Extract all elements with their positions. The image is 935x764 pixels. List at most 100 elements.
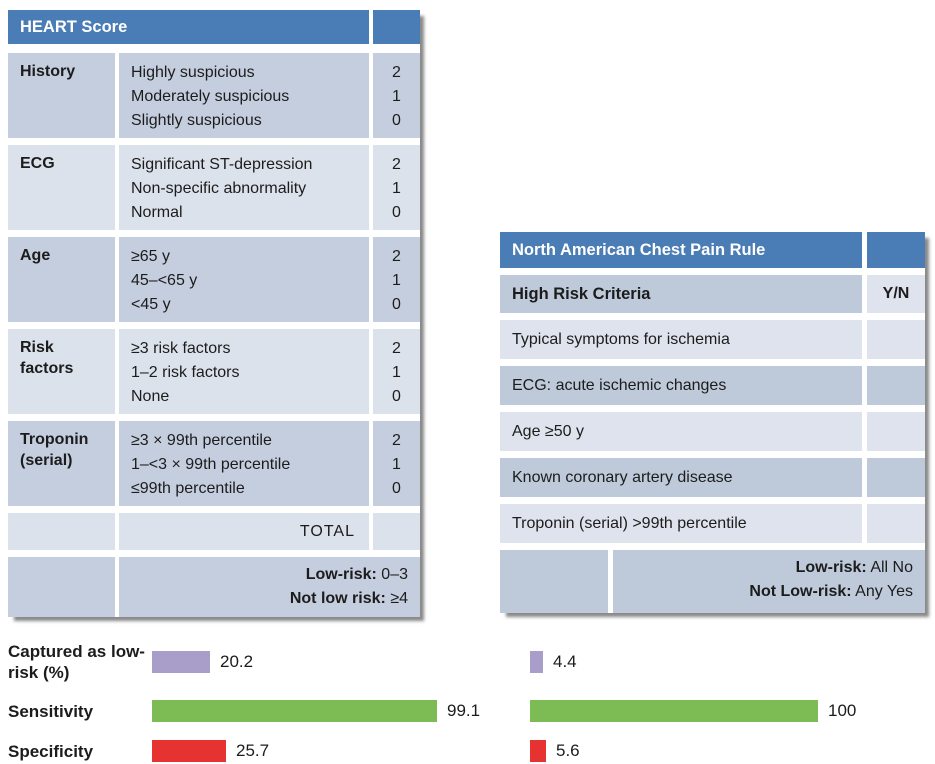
heart-category-label: ECG xyxy=(8,145,115,230)
heart-scores-cell: 2 1 0 xyxy=(373,145,420,230)
nacpr-captured-bar xyxy=(530,651,543,673)
metric-label-sensitivity: Sensitivity xyxy=(8,701,94,721)
metric-row-sensitivity: Sensitivity 99.1 100 xyxy=(0,694,935,728)
heart-scores-cell: 2 1 0 xyxy=(373,237,420,322)
heart-score: 0 xyxy=(392,296,401,313)
heart-row-troponin: Troponin (serial) ≥3 × 99th percentile 1… xyxy=(8,421,420,506)
heart-options-cell: ≥3 × 99th percentile 1–<3 × 99th percent… xyxy=(119,421,369,506)
nacpr-criterion: ECG: acute ischemic changes xyxy=(500,366,862,405)
heart-options-cell: ≥3 risk factors 1–2 risk factors None xyxy=(119,329,369,414)
heart-not-low-risk-value: ≥4 xyxy=(390,590,408,607)
nacpr-not-low-risk-value: Any Yes xyxy=(855,583,913,600)
heart-captured-bar xyxy=(152,651,210,673)
heart-specificity-slot: 25.7 xyxy=(152,740,530,762)
nacpr-yn-column-header-blue xyxy=(867,232,925,268)
heart-option: Highly suspicious xyxy=(131,64,255,81)
nacpr-criterion: Known coronary artery disease xyxy=(500,458,862,497)
nacpr-low-risk-value: All No xyxy=(870,559,913,576)
heart-table-header: HEART Score xyxy=(8,10,420,44)
nacpr-footer-spacer xyxy=(500,550,608,613)
heart-sensitivity-value: 99.1 xyxy=(447,701,481,720)
metric-row-captured: Captured as low-risk (%) 20.2 4.4 xyxy=(0,638,935,686)
nacpr-criterion: Typical symptoms for ischemia xyxy=(500,320,862,359)
heart-option: ≥65 y xyxy=(131,248,171,265)
nacpr-sensitivity-slot: 100 xyxy=(530,700,856,722)
nacpr-low-risk-label: Low-risk: xyxy=(795,559,867,576)
nacpr-yn-cell xyxy=(867,320,925,359)
nacpr-yn-cell xyxy=(867,504,925,543)
nacpr-criterion: Age ≥50 y xyxy=(500,412,862,451)
nacpr-row-symptoms: Typical symptoms for ischemia xyxy=(500,320,925,359)
heart-category-label: History xyxy=(8,53,115,138)
heart-total-row: TOTAL xyxy=(8,513,420,550)
nacpr-criteria-header: High Risk Criteria xyxy=(500,275,862,313)
nacpr-yn-cell xyxy=(867,458,925,497)
heart-score-column-header xyxy=(373,10,420,44)
heart-option: 45–<65 y xyxy=(131,272,198,289)
heart-option: None xyxy=(131,388,170,405)
nacpr-sensitivity-value: 100 xyxy=(828,701,857,720)
nacpr-row-cad: Known coronary artery disease xyxy=(500,458,925,497)
heart-low-risk-line: Low-risk: 0–3 xyxy=(119,563,408,587)
heart-sensitivity-bar xyxy=(152,700,437,722)
heart-options-cell: Highly suspicious Moderately suspicious … xyxy=(119,53,369,138)
nacpr-yn-cell xyxy=(867,366,925,405)
heart-total-spacer xyxy=(8,513,115,550)
nacpr-row-troponin: Troponin (serial) >99th percentile xyxy=(500,504,925,543)
nacpr-criterion: Troponin (serial) >99th percentile xyxy=(500,504,862,543)
heart-footer-row: Low-risk: 0–3 Not low risk: ≥4 xyxy=(8,557,420,617)
heart-captured-value: 20.2 xyxy=(220,652,254,671)
heart-category-label: Age xyxy=(8,237,115,322)
heart-option: ≥3 × 99th percentile xyxy=(131,432,272,449)
nacpr-row-ecg: ECG: acute ischemic changes xyxy=(500,366,925,405)
nacpr-yn-cell xyxy=(867,412,925,451)
heart-row-history: History Highly suspicious Moderately sus… xyxy=(8,53,420,138)
heart-low-risk-value: 0–3 xyxy=(381,566,408,583)
nacpr-risk-classification: Low-risk: All No Not Low-risk: Any Yes xyxy=(613,550,925,613)
heart-option: ≤99th percentile xyxy=(131,480,245,497)
heart-row-risk-factors: Risk factors ≥3 risk factors 1–2 risk fa… xyxy=(8,329,420,414)
heart-score: 0 xyxy=(392,388,401,405)
heart-score: 2 xyxy=(392,64,401,81)
heart-score: 0 xyxy=(392,204,401,221)
metric-label-specificity: Specificity xyxy=(8,741,94,761)
heart-option: Normal xyxy=(131,204,183,221)
nacpr-row-age: Age ≥50 y xyxy=(500,412,925,451)
heart-row-ecg: ECG Significant ST-depression Non-specif… xyxy=(8,145,420,230)
heart-specificity-bar xyxy=(152,740,226,762)
heart-score: 1 xyxy=(392,180,401,197)
heart-score: 1 xyxy=(392,456,401,473)
heart-score: 0 xyxy=(392,112,401,129)
heart-score: 2 xyxy=(392,156,401,173)
heart-score: 0 xyxy=(392,480,401,497)
nacpr-sensitivity-bar xyxy=(530,700,818,722)
heart-options-cell: Significant ST-depression Non-specific a… xyxy=(119,145,369,230)
metric-row-specificity: Specificity 25.7 5.6 xyxy=(0,738,935,764)
heart-score: 2 xyxy=(392,340,401,357)
heart-total-score-spacer xyxy=(373,513,420,550)
heart-risk-classification: Low-risk: 0–3 Not low risk: ≥4 xyxy=(119,557,420,617)
heart-option: Slightly suspicious xyxy=(131,112,262,129)
nacpr-captured-value: 4.4 xyxy=(553,652,577,671)
nacpr-criteria-header-row: High Risk Criteria Y/N xyxy=(500,275,925,313)
heart-row-age: Age ≥65 y 45–<65 y <45 y 2 1 0 xyxy=(8,237,420,322)
heart-score: 2 xyxy=(392,248,401,265)
heart-not-low-risk-label: Not low risk: xyxy=(289,590,386,607)
heart-option: Non-specific abnormality xyxy=(131,180,307,197)
heart-not-low-risk-line: Not low risk: ≥4 xyxy=(119,587,408,611)
heart-option: Moderately suspicious xyxy=(131,88,290,105)
nacpr-not-low-risk-line: Not Low-risk: Any Yes xyxy=(613,580,913,604)
heart-captured-slot: 20.2 xyxy=(152,651,530,673)
nacpr-specificity-slot: 5.6 xyxy=(530,740,580,762)
heart-low-risk-label: Low-risk: xyxy=(305,566,377,583)
heart-table-title: HEART Score xyxy=(8,10,369,44)
heart-score: 1 xyxy=(392,364,401,381)
heart-score-table: HEART Score History Highly suspicious Mo… xyxy=(8,10,420,617)
nacpr-table-title: North American Chest Pain Rule xyxy=(500,232,862,268)
heart-total-label: TOTAL xyxy=(119,513,369,550)
nacpr-table-header: North American Chest Pain Rule xyxy=(500,232,925,268)
heart-option: <45 y xyxy=(131,296,171,313)
heart-score: 1 xyxy=(392,272,401,289)
nacpr-footer-row: Low-risk: All No Not Low-risk: Any Yes xyxy=(500,550,925,613)
